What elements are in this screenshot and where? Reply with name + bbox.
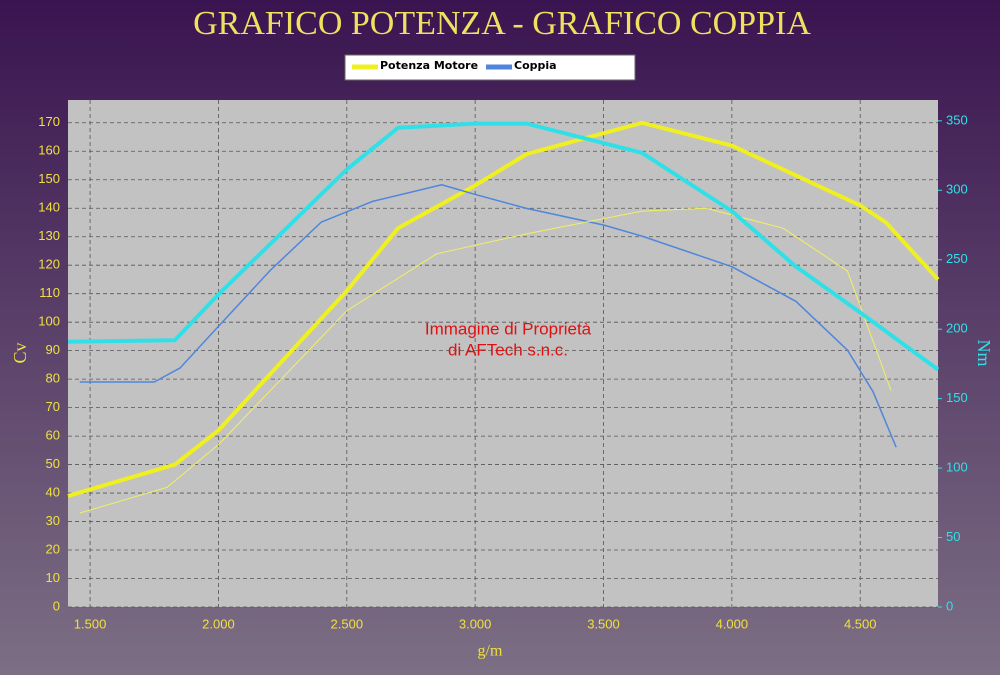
series-line — [67, 120, 940, 498]
y-axis-label: Cv — [10, 342, 30, 363]
y-tick-label: 50 — [46, 456, 60, 471]
y-tick-label: 0 — [53, 598, 60, 613]
x-tick-label: 1.500 — [74, 616, 107, 631]
x-tick-label: 3.000 — [459, 616, 492, 631]
series-line — [79, 183, 897, 448]
y2-tick-label: 300 — [946, 182, 968, 197]
y-tick-label: 30 — [46, 513, 60, 528]
y-tick-label: 110 — [39, 285, 60, 300]
annotation: di AFTech s.n.c. — [448, 340, 568, 359]
y-tick-label: 10 — [46, 570, 60, 585]
y2-tick-label: 150 — [946, 390, 968, 405]
y-tick-label: 130 — [38, 228, 60, 243]
series-line — [67, 121, 940, 372]
y2-tick-label: 50 — [946, 529, 960, 544]
y2-axis-label: Nm — [974, 340, 994, 367]
y-tick-label: 70 — [46, 399, 60, 414]
y-tick-label: 60 — [46, 428, 60, 443]
chart-title: GRAFICO POTENZA - GRAFICO COPPIA — [193, 5, 811, 42]
x-tick-label: 4.000 — [716, 616, 749, 631]
y-tick-label: 40 — [46, 485, 60, 500]
x-axis-label: g/m — [478, 643, 503, 660]
x-tick-label: 3.500 — [587, 616, 620, 631]
legend-label: Potenza Motore — [380, 59, 478, 72]
legend: Potenza Motore Coppia — [352, 59, 557, 72]
y-tick-label: 20 — [46, 541, 60, 556]
plot-area — [68, 100, 938, 607]
y-tick-label: 160 — [38, 143, 60, 158]
y-tick-label: 100 — [38, 314, 60, 329]
y2-tick-label: 250 — [946, 251, 968, 266]
x-tick-label: 2.500 — [331, 616, 364, 631]
series-line — [79, 207, 892, 514]
y-tick-label: 150 — [38, 171, 60, 186]
x-tick-label: 2.000 — [202, 616, 235, 631]
annotation: Immagine di Proprietà — [425, 319, 592, 338]
y-tick-label: 80 — [46, 371, 60, 386]
y-tick-label: 90 — [46, 342, 60, 357]
legend-label: Coppia — [514, 59, 557, 72]
y2-tick-label: 0 — [946, 598, 953, 613]
x-tick-label: 4.500 — [844, 616, 877, 631]
y2-tick-label: 200 — [946, 321, 968, 336]
y2-tick-label: 350 — [946, 112, 968, 127]
y2-tick-label: 100 — [946, 460, 968, 475]
legend-box — [344, 54, 636, 81]
y-tick-label: 140 — [38, 200, 60, 215]
y-tick-label: 170 — [38, 114, 60, 129]
y-tick-label: 120 — [38, 257, 60, 272]
